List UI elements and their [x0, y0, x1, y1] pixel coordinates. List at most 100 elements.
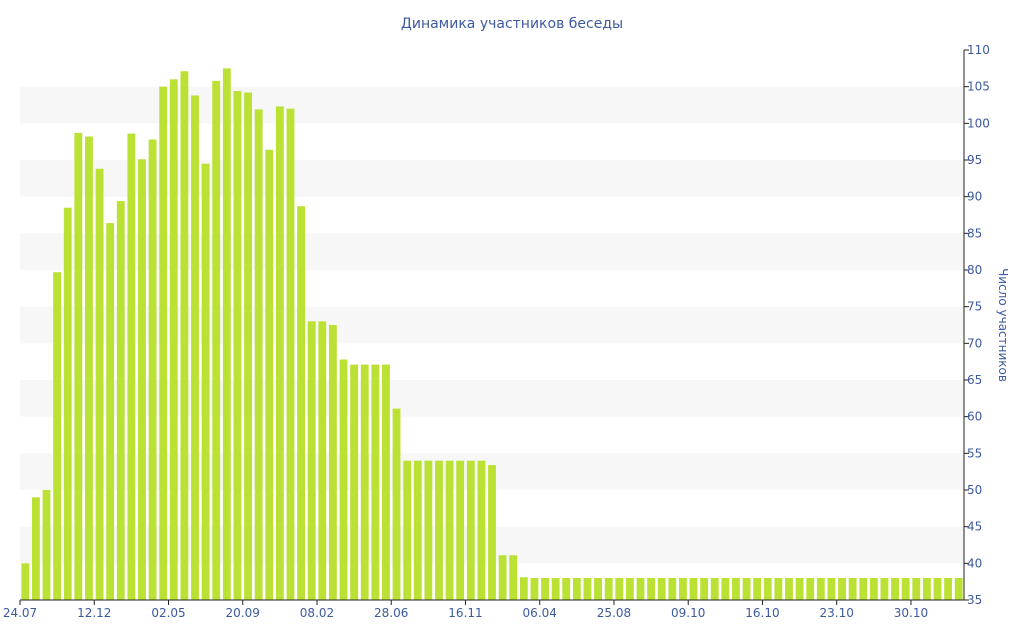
y-axis-label: Число участников — [996, 268, 1010, 382]
bar — [710, 578, 719, 600]
bar — [901, 578, 910, 600]
bar — [795, 578, 804, 600]
bar — [869, 578, 878, 600]
bar — [891, 578, 899, 600]
bar — [191, 95, 199, 600]
bar — [106, 223, 115, 600]
x-axis: 24.07 12.12 02.05 20.09 08.02 28.06 16.11 06.04… — [3, 599, 964, 620]
bar — [63, 207, 72, 601]
y-tick-label: 45 — [967, 520, 982, 534]
bar — [148, 139, 157, 600]
bar — [42, 490, 51, 600]
bar-series — [21, 68, 963, 601]
y-axis: 35 40 45 50 55 60 65 70 75 80 85 90 95 100 105 110 — [963, 43, 990, 607]
bar — [933, 578, 942, 600]
bar — [169, 79, 178, 600]
bar — [265, 149, 274, 601]
bar — [625, 578, 634, 600]
y-tick-label: 40 — [967, 556, 982, 570]
x-tick-label: 24.07 — [3, 606, 37, 620]
bar — [562, 578, 571, 600]
bar — [254, 109, 263, 601]
y-tick-label: 105 — [967, 80, 990, 94]
bar — [297, 206, 305, 600]
bar — [838, 578, 846, 600]
bar — [138, 159, 146, 600]
bar — [488, 465, 496, 600]
bar — [85, 136, 93, 600]
bar — [668, 578, 677, 600]
chart-title: Динамика участников беседы — [401, 16, 623, 32]
bar — [816, 578, 825, 600]
bar — [212, 80, 221, 601]
bar — [466, 460, 475, 600]
x-tick-label: 06.04 — [523, 606, 557, 620]
bar — [392, 408, 401, 600]
bar — [604, 578, 613, 600]
bar — [922, 578, 931, 600]
x-tick-label: 28.06 — [374, 606, 408, 620]
y-tick-label: 85 — [967, 226, 982, 240]
x-tick-label: 20.09 — [226, 606, 260, 620]
bar — [53, 272, 62, 600]
bar — [541, 578, 549, 600]
bar — [318, 321, 327, 600]
bar — [551, 578, 560, 600]
bar — [785, 578, 793, 600]
y-tick-label: 100 — [967, 116, 990, 130]
bar — [435, 460, 443, 600]
bar — [180, 71, 189, 600]
bar — [95, 168, 104, 601]
bar — [339, 359, 348, 600]
bar — [371, 364, 380, 600]
bar — [21, 563, 30, 600]
bar — [721, 578, 730, 600]
bar — [509, 555, 518, 600]
bar — [848, 578, 857, 600]
bar — [763, 578, 772, 600]
bar — [328, 325, 337, 600]
bar — [74, 132, 83, 600]
bar — [753, 578, 762, 600]
bar — [944, 578, 953, 600]
bar — [456, 460, 465, 600]
x-tick-label: 30.10 — [894, 606, 928, 620]
bar — [912, 578, 921, 600]
y-tick-label: 65 — [967, 373, 982, 387]
bar — [859, 578, 868, 600]
bar — [275, 106, 284, 600]
bar — [774, 578, 783, 600]
bar — [636, 578, 645, 600]
y-tick-label: 60 — [967, 410, 982, 424]
bar — [413, 460, 422, 600]
y-tick-label: 50 — [967, 483, 982, 497]
x-tick-label: 23.10 — [820, 606, 854, 620]
bar — [307, 321, 316, 600]
y-tick-label: 90 — [967, 190, 982, 204]
bar — [519, 577, 528, 600]
bar — [700, 578, 709, 600]
bar — [732, 578, 740, 600]
bar — [233, 91, 242, 600]
bar — [350, 364, 359, 600]
bar — [286, 108, 295, 601]
bar — [116, 201, 125, 600]
bar — [594, 578, 602, 600]
bar — [31, 497, 40, 600]
bar — [647, 578, 656, 600]
x-tick-label: 08.02 — [300, 606, 334, 620]
x-tick-label: 16.10 — [745, 606, 779, 620]
bar — [159, 86, 168, 601]
y-tick-label: 95 — [967, 153, 982, 167]
bar — [880, 578, 889, 600]
bar — [477, 460, 486, 600]
y-tick-label: 35 — [967, 593, 982, 607]
bar — [827, 578, 836, 600]
bar — [689, 578, 698, 600]
bar — [445, 460, 454, 600]
bar — [498, 555, 507, 600]
x-tick-label: 09.10 — [671, 606, 705, 620]
bar — [583, 578, 592, 600]
x-tick-label: 25.08 — [597, 606, 631, 620]
